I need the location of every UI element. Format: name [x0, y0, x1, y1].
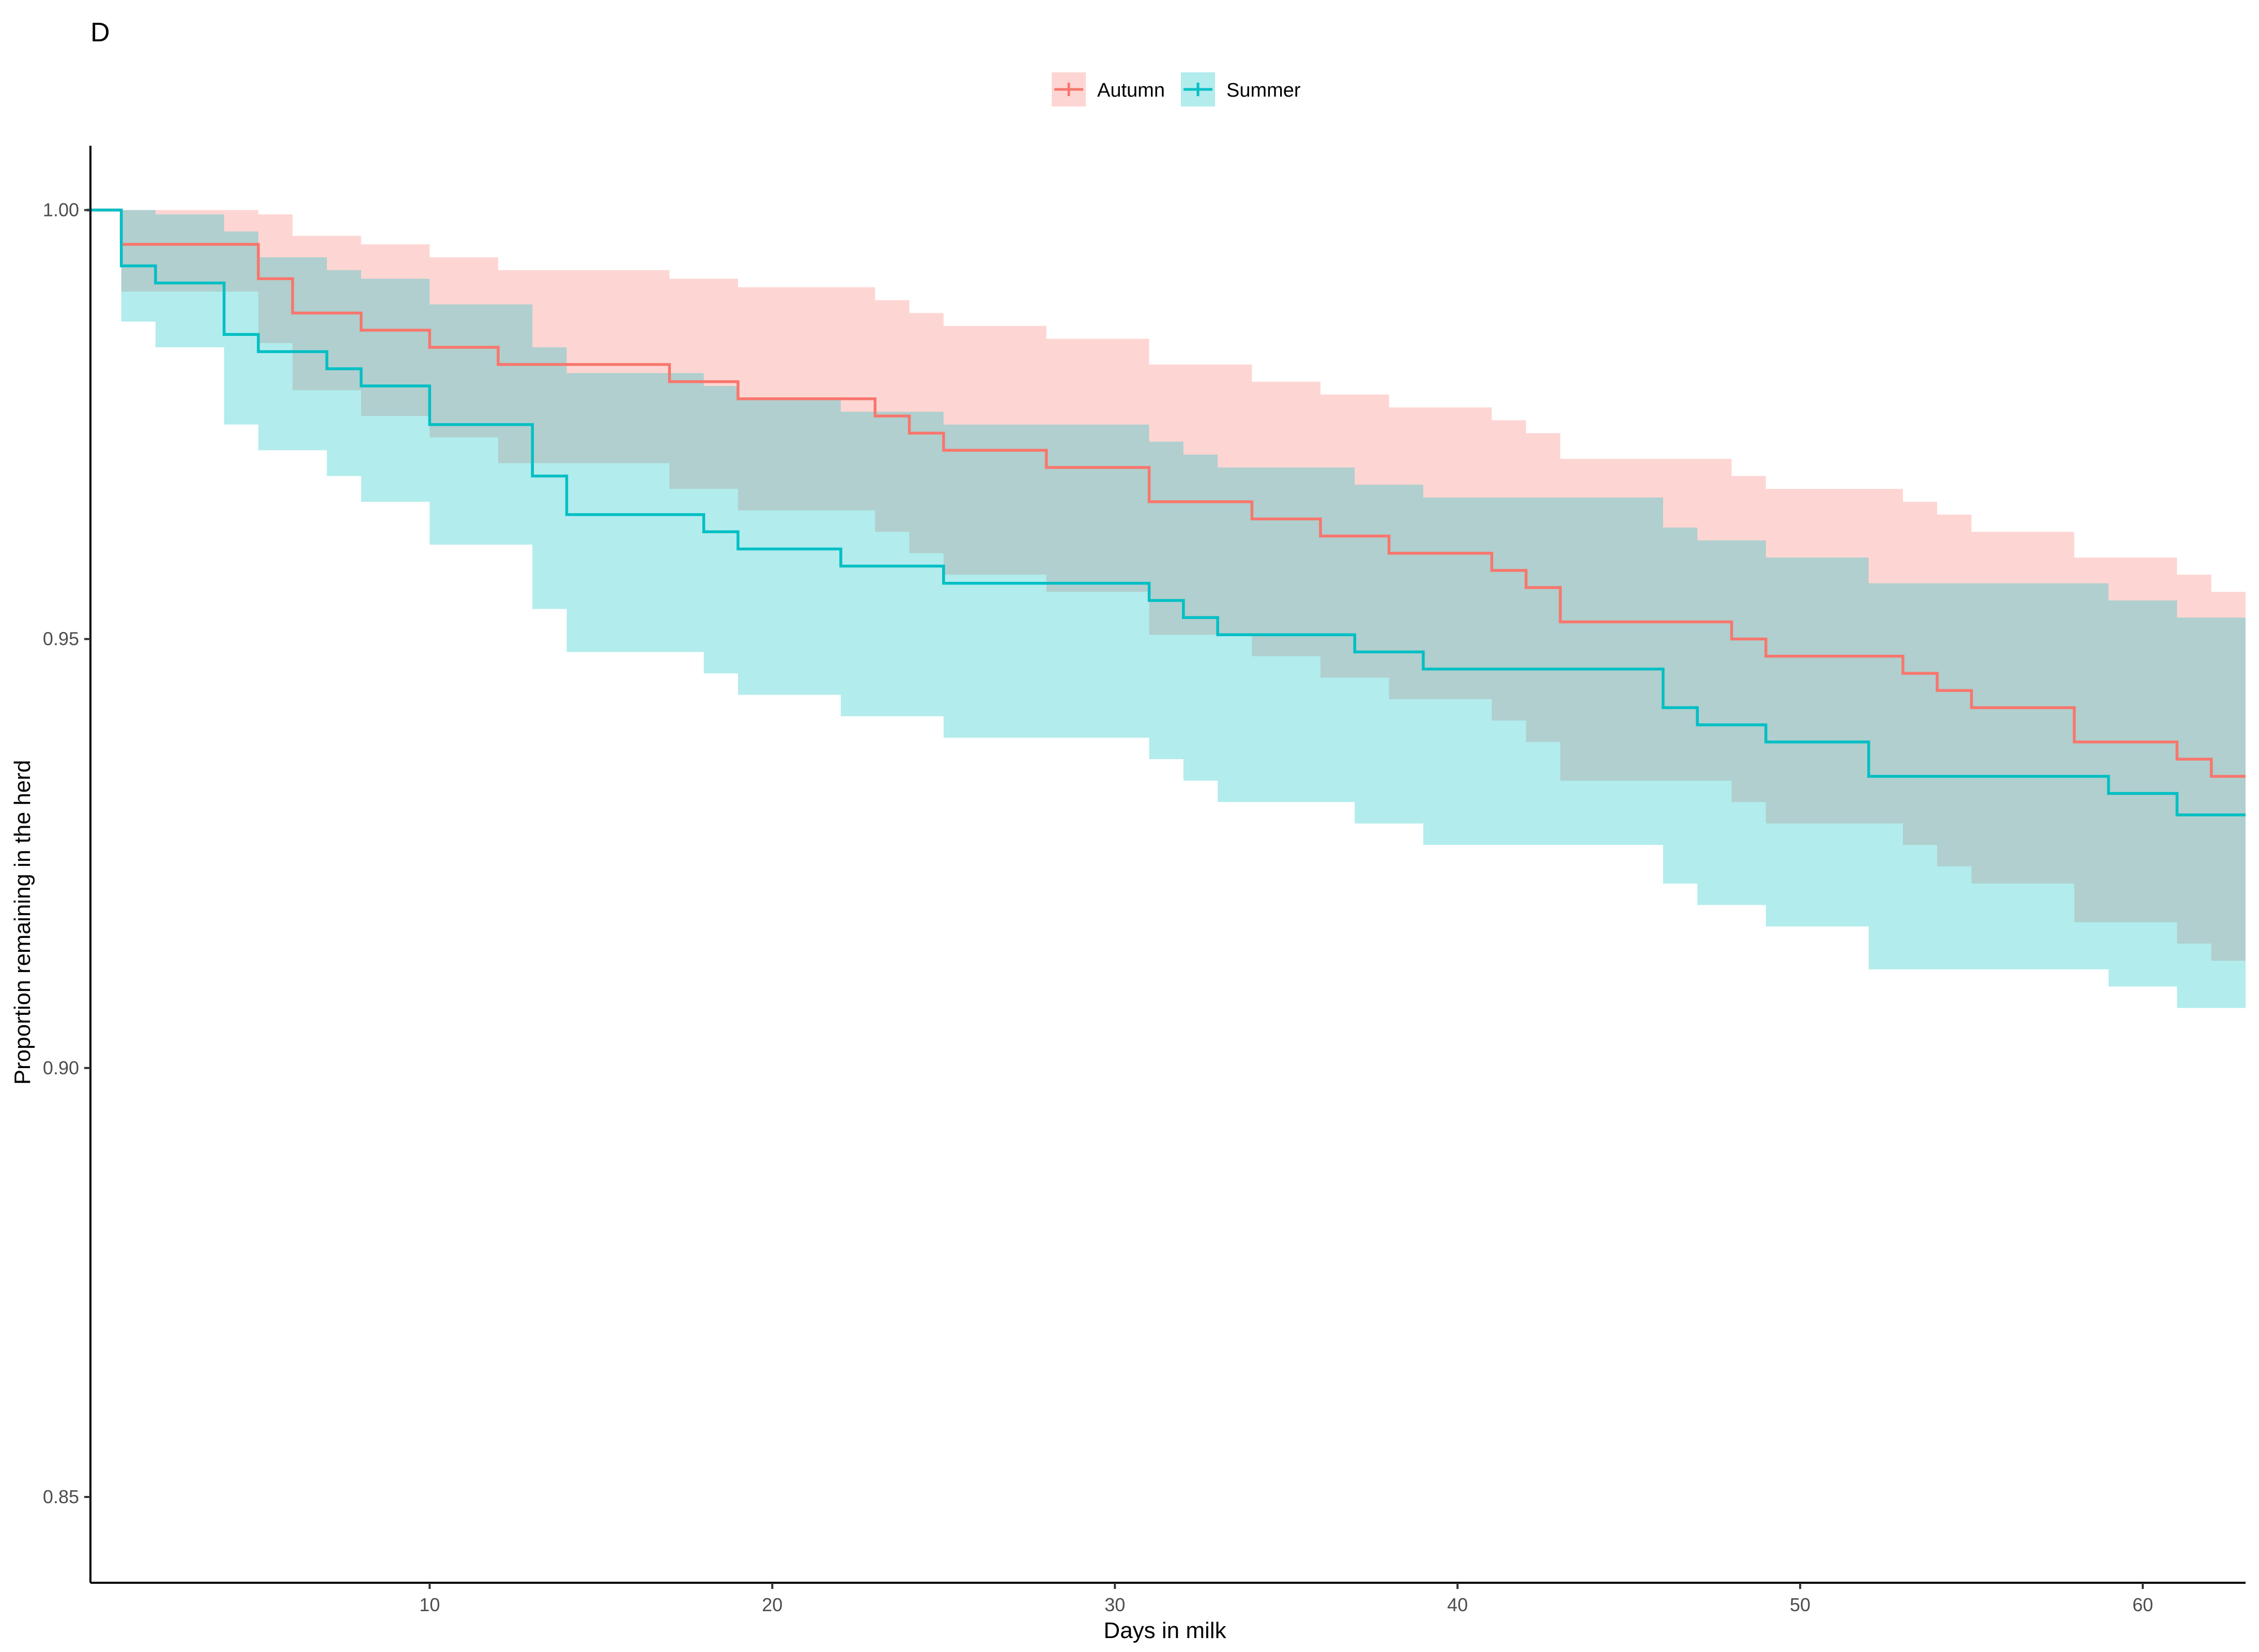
x-tick-label: 10 — [419, 1594, 440, 1615]
y-tick-label: 0.95 — [43, 628, 79, 650]
legend-label-summer: Summer — [1226, 80, 1301, 101]
legend: Autumn Summer — [1052, 72, 1301, 106]
legend-label-autumn: Autumn — [1097, 80, 1165, 101]
y-tick-label: 0.90 — [43, 1057, 79, 1078]
x-tick-label: 30 — [1104, 1594, 1125, 1615]
confidence-bands — [87, 210, 2246, 1008]
x-tick-label: 20 — [762, 1594, 782, 1615]
survival-line-summer — [87, 208, 2246, 816]
survival-line-autumn — [87, 208, 2246, 778]
y-tick-label: 1.00 — [43, 199, 79, 221]
panel-tag: D — [90, 18, 110, 48]
x-tick-label: 50 — [1790, 1594, 1810, 1615]
confidence-band-summer — [87, 210, 2246, 1008]
survival-curves — [87, 208, 2246, 816]
y-tick-label: 0.85 — [43, 1486, 79, 1507]
x-tick-label: 60 — [2132, 1594, 2153, 1615]
x-tick-label: 40 — [1447, 1594, 1468, 1615]
y-axis-title: Proportion remaining in the herd — [10, 760, 35, 1085]
x-axis-title: Days in milk — [1103, 1618, 1226, 1643]
axes: 10 20 30 40 50 60 0.85 0.90 0.95 1.00 — [43, 146, 2246, 1615]
confidence-band-autumn — [87, 210, 2246, 961]
